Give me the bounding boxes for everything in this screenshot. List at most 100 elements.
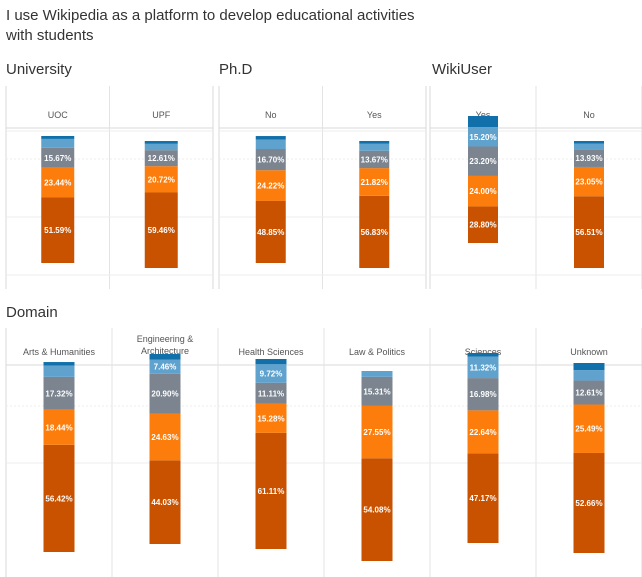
data-label: 51.59% (44, 226, 71, 235)
bar-segment (359, 143, 390, 151)
bar-segment (467, 356, 499, 379)
data-label: 24.22% (257, 182, 284, 191)
bar-segment (468, 116, 498, 128)
bar-segment (43, 365, 75, 377)
bar-segment (573, 363, 605, 371)
bar-segment (359, 150, 390, 169)
bar-segment (468, 127, 498, 147)
data-label: 21.82% (361, 178, 388, 187)
data-label: 47.17% (469, 494, 496, 503)
bar-segment (255, 432, 287, 549)
bar-segment (149, 413, 181, 461)
bar-segment (361, 405, 393, 459)
bar-segment (361, 371, 393, 377)
bar-segment (468, 175, 498, 207)
category-label: Health Sciences (238, 347, 304, 357)
bar-segment (149, 354, 181, 360)
data-label: 23.44% (44, 179, 71, 188)
bar-segment (41, 197, 75, 263)
data-label: 15.20% (469, 133, 496, 142)
bar-segment (41, 138, 75, 148)
bar-segment (149, 460, 181, 544)
bar-segment (574, 196, 604, 268)
data-label: 15.67% (44, 154, 71, 163)
bar-segment (468, 206, 498, 243)
bar-segment (467, 353, 499, 357)
bar-segment (467, 378, 499, 411)
bar-segment (359, 195, 390, 268)
bar-segment (573, 370, 605, 381)
bar-segment (255, 136, 286, 140)
panel-title-phd: Ph.D (219, 61, 253, 78)
data-label: 12.61% (148, 154, 175, 163)
data-label: 56.51% (575, 228, 602, 237)
data-label: 15.28% (257, 414, 284, 423)
data-label: 44.03% (151, 498, 178, 507)
data-label: 54.08% (363, 506, 390, 515)
data-label: 18.44% (45, 423, 72, 432)
data-label: 16.70% (257, 156, 284, 165)
data-label: 48.85% (257, 228, 284, 237)
bar-segment (255, 170, 286, 201)
data-label: 7.46% (154, 363, 177, 372)
category-label: Sciences (465, 347, 502, 357)
bar-segment (361, 458, 393, 561)
bar-segment (43, 362, 75, 366)
category-label: Engineering & Architecture (137, 334, 194, 356)
data-label: 20.72% (148, 175, 175, 184)
data-label: 11.11% (258, 389, 284, 398)
bar-segment (255, 200, 286, 263)
category-label: Law & Politics (349, 347, 406, 357)
category-label: Yes (476, 110, 491, 120)
bar-segment (573, 380, 605, 405)
data-label: 24.63% (151, 433, 178, 442)
bar-segment (574, 166, 604, 197)
panel-title-domain: Domain (6, 304, 58, 321)
bar-segment (144, 192, 178, 268)
bar-segment (144, 150, 178, 167)
bar-segment (359, 140, 390, 144)
category-label: No (265, 110, 277, 120)
bar-segment (144, 166, 178, 193)
data-label: 23.05% (575, 178, 602, 187)
data-label: 24.00% (469, 187, 496, 196)
bar-segment (467, 453, 499, 543)
data-label: 52.66% (575, 499, 602, 508)
data-label: 56.83% (361, 228, 388, 237)
bar-segment (574, 149, 604, 167)
bar-segment (468, 146, 498, 176)
bar-segment (41, 167, 75, 198)
chart-title: I use Wikipedia as a platform to develop… (6, 7, 415, 44)
bar-segment (43, 444, 75, 552)
bar-segment (573, 404, 605, 453)
data-label: 22.64% (469, 428, 496, 437)
category-label: UOC (48, 110, 69, 120)
data-label: 17.32% (45, 389, 72, 398)
panel-title-university: University (6, 61, 72, 78)
data-label: 11.32% (470, 363, 497, 372)
data-label: 25.49% (575, 425, 602, 434)
bar-segment (574, 143, 604, 150)
bar-segment (361, 376, 393, 406)
bar-segment (144, 141, 178, 144)
data-label: 20.90% (151, 390, 178, 399)
bar-segment (255, 403, 287, 433)
bar-segment (467, 410, 499, 454)
data-label: 59.46% (148, 226, 175, 235)
data-label: 28.80% (469, 221, 496, 230)
bar-segment (41, 136, 75, 139)
data-label: 27.55% (363, 428, 390, 437)
data-label: 56.42% (45, 494, 72, 503)
bar-segment (255, 359, 287, 365)
bar-segment (359, 168, 390, 196)
bar-segment (255, 139, 286, 149)
category-label: UPF (152, 110, 171, 120)
bar-segment (149, 373, 181, 414)
bar-segment (255, 148, 286, 171)
bar-segment (43, 376, 75, 410)
bar-segment (149, 359, 181, 374)
bar-segment (144, 143, 178, 151)
data-label: 15.31% (363, 387, 390, 396)
bar-segment (255, 364, 287, 383)
